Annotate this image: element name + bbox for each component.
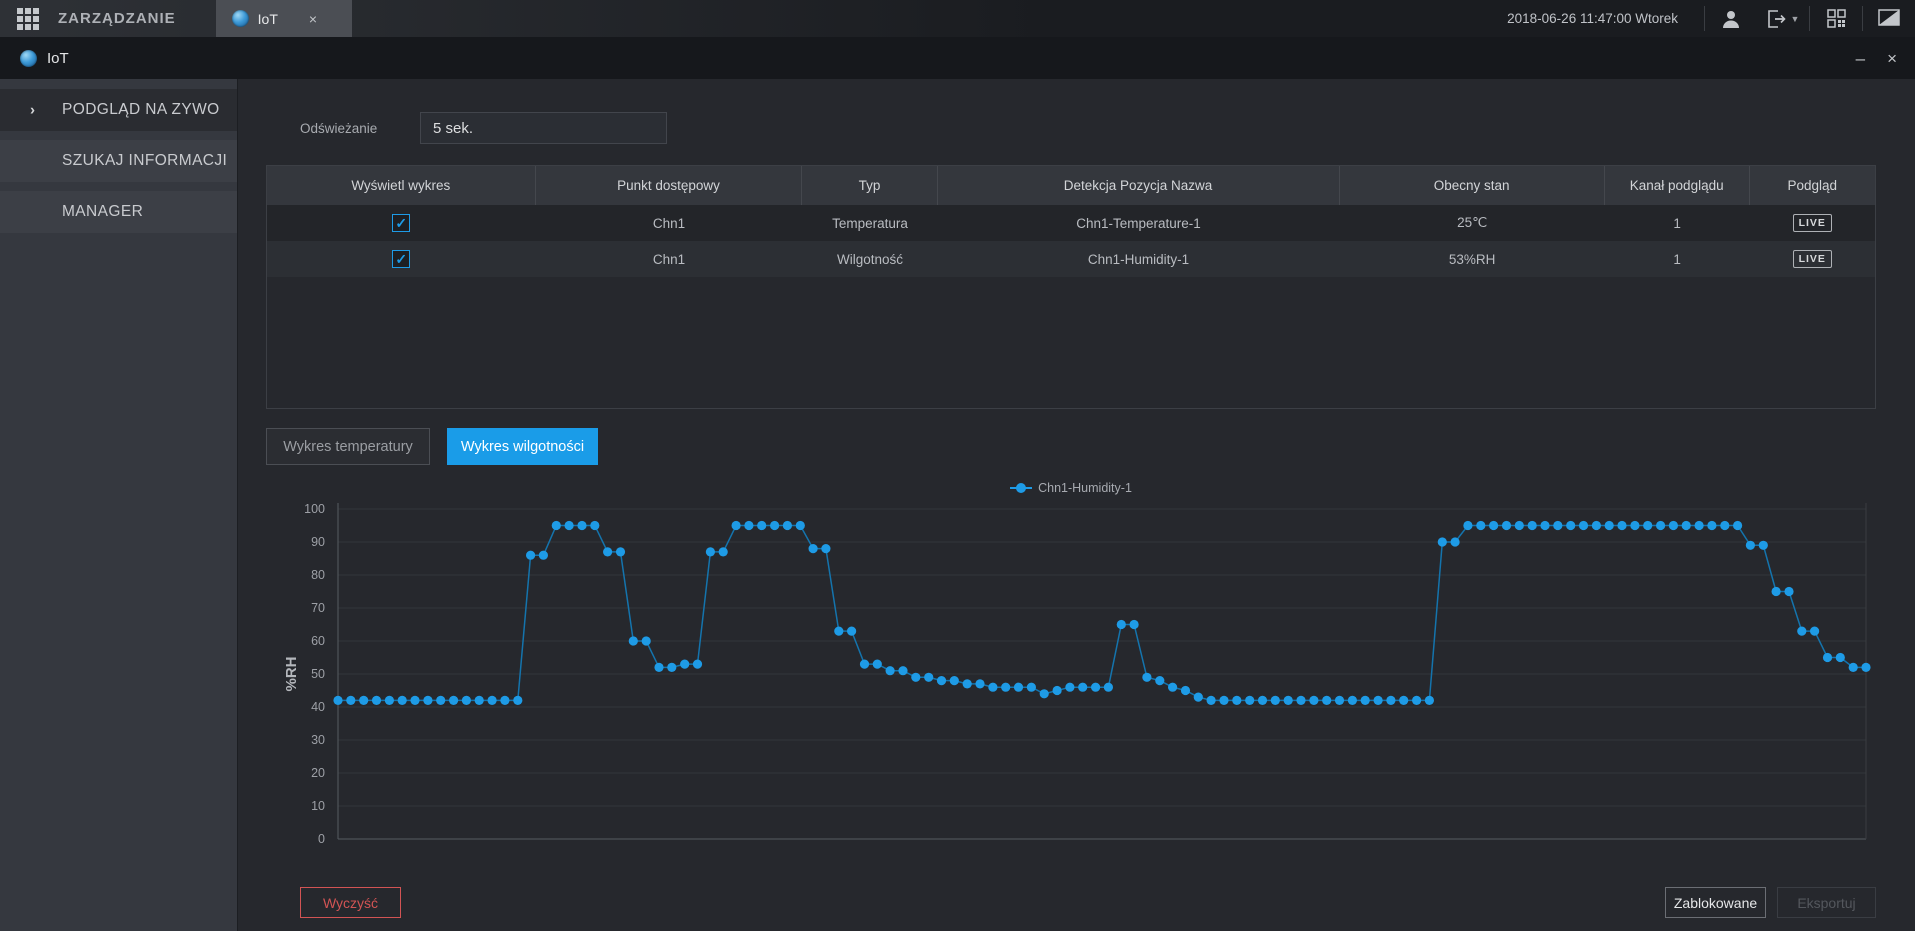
system-topbar: ZARZĄDZANIE IoT × 2018-06-26 11:47:00 Wt… bbox=[0, 0, 1915, 37]
col-show-chart: Wyświetl wykres bbox=[267, 166, 536, 205]
svg-text:70: 70 bbox=[311, 601, 325, 615]
sidebar-item-label: MANAGER bbox=[62, 203, 144, 220]
refresh-interval-value: 5 sek. bbox=[433, 119, 474, 137]
sidebar-item-manager[interactable]: MANAGER bbox=[0, 191, 237, 233]
cell-type: Temperatura bbox=[832, 215, 908, 231]
svg-text:40: 40 bbox=[311, 700, 325, 714]
chevron-right-icon: › bbox=[30, 101, 36, 119]
svg-text:90: 90 bbox=[311, 535, 325, 549]
logout-caret-icon: ▼ bbox=[1790, 13, 1800, 24]
live-button[interactable]: LIVE bbox=[1792, 250, 1832, 268]
minimize-button[interactable]: – bbox=[1855, 48, 1866, 68]
cell-access-point: Chn1 bbox=[652, 251, 686, 267]
humidity-chart-svg: 0 10 20 30 40 50 60 70 80 90 100 %RH bbox=[283, 502, 1871, 846]
table-row: ✓ Chn1 Temperatura Chn1-Temperature-1 25… bbox=[267, 205, 1875, 241]
svg-text:20: 20 bbox=[311, 766, 325, 780]
sidebar-item-live-preview[interactable]: › PODGLĄD NA ZYWO bbox=[0, 89, 237, 131]
topbar-right: 2018-06-26 11:47:00 Wtorek ▼ bbox=[1481, 0, 1915, 37]
globe-icon bbox=[231, 10, 249, 27]
live-button[interactable]: LIVE bbox=[1792, 214, 1832, 232]
col-type: Typ bbox=[802, 166, 938, 205]
legend-label: Chn1-Humidity-1 bbox=[1038, 481, 1132, 495]
sidebar-item-label: SZUKAJ INFORMACJI bbox=[62, 152, 228, 169]
svg-text:50: 50 bbox=[311, 667, 325, 681]
datetime: 2018-06-26 11:47:00 Wtorek bbox=[1507, 11, 1678, 26]
sidebar-item-search-info[interactable]: SZUKAJ INFORMACJI bbox=[0, 140, 237, 182]
close-button[interactable]: × bbox=[1887, 48, 1897, 68]
cell-channel: 1 bbox=[1673, 251, 1681, 267]
sidebar: › PODGLĄD NA ZYWO SZUKAJ INFORMACJI MANA… bbox=[0, 79, 238, 931]
cell-channel: 1 bbox=[1673, 215, 1681, 231]
svg-text:10: 10 bbox=[311, 799, 325, 813]
cell-current-state: 25℃ bbox=[1457, 215, 1488, 230]
separator bbox=[1809, 6, 1810, 31]
check-icon: ✓ bbox=[395, 215, 408, 231]
svg-text:80: 80 bbox=[311, 568, 325, 582]
col-access-point: Punkt dostępowy bbox=[536, 166, 803, 205]
chart-tabs: Wykres temperatury Wykres wilgotności bbox=[266, 428, 1876, 465]
svg-text:60: 60 bbox=[311, 634, 325, 648]
tab-close-icon[interactable]: × bbox=[308, 10, 318, 27]
logout-icon[interactable]: ▼ bbox=[1757, 0, 1809, 37]
cell-detect-name: Chn1-Temperature-1 bbox=[1076, 215, 1201, 231]
globe-icon bbox=[20, 49, 37, 67]
svg-text:30: 30 bbox=[311, 733, 325, 747]
iot-tab[interactable]: IoT × bbox=[215, 0, 352, 37]
cell-type: Wilgotność bbox=[836, 251, 903, 267]
humidity-chart: Chn1-Humidity-1 0 10 20 30 40 50 60 70 80 90 100 %R… bbox=[266, 479, 1876, 854]
tab-humidity-chart[interactable]: Wykres wilgotności bbox=[447, 428, 598, 465]
export-button[interactable]: Eksportuj bbox=[1777, 887, 1876, 918]
cell-detect-name: Chn1-Humidity-1 bbox=[1087, 251, 1190, 267]
footer: Wyczyść Zablokowane Eksportuj bbox=[266, 887, 1876, 918]
col-detect-name: Detekcja Pozycja Nazwa bbox=[938, 166, 1340, 205]
clear-button[interactable]: Wyczyść bbox=[300, 887, 401, 918]
qr-code-icon[interactable] bbox=[1810, 0, 1862, 37]
legend-marker-icon bbox=[1010, 483, 1033, 493]
refresh-row: Odświeżanie 5 sek. bbox=[266, 112, 1876, 144]
col-current-state: Obecny stan bbox=[1340, 166, 1605, 205]
table-header: Wyświetl wykres Punkt dostępowy Typ Dete… bbox=[267, 166, 1875, 205]
chart-checkbox[interactable]: ✓ bbox=[392, 214, 411, 232]
display-output-icon[interactable] bbox=[1863, 0, 1915, 37]
main-menu-grid-icon[interactable] bbox=[0, 0, 56, 37]
chart-legend: Chn1-Humidity-1 bbox=[266, 479, 1876, 497]
cell-access-point: Chn1 bbox=[652, 215, 686, 231]
col-preview: Podgląd bbox=[1787, 178, 1838, 193]
window-titlebar: IoT – × bbox=[0, 37, 1915, 79]
svg-text:%RH: %RH bbox=[283, 656, 300, 691]
chart-checkbox[interactable]: ✓ bbox=[392, 250, 411, 268]
window-title: IoT bbox=[47, 49, 69, 67]
sidebar-item-label: PODGLĄD NA ZYWO bbox=[62, 101, 220, 118]
svg-text:0: 0 bbox=[318, 832, 325, 846]
locked-button[interactable]: Zablokowane bbox=[1665, 887, 1766, 918]
refresh-label: Odświeżanie bbox=[300, 120, 378, 136]
cell-current-state: 53%RH bbox=[1448, 251, 1496, 267]
tab-temperature-chart[interactable]: Wykres temperatury bbox=[266, 428, 430, 465]
refresh-interval-dropdown[interactable]: 5 sek. bbox=[420, 112, 667, 144]
main-content: Odświeżanie 5 sek. Wyświetl wykres Punkt… bbox=[238, 79, 1915, 931]
table-row: ✓ Chn1 Wilgotność Chn1-Humidity-1 53%RH … bbox=[267, 241, 1875, 277]
check-icon: ✓ bbox=[395, 251, 408, 267]
sensor-table: Wyświetl wykres Punkt dostępowy Typ Dete… bbox=[266, 165, 1876, 409]
grid-icon bbox=[17, 7, 39, 30]
separator bbox=[1704, 6, 1705, 31]
management-label: ZARZĄDZANIE bbox=[58, 10, 176, 27]
svg-text:100: 100 bbox=[304, 502, 325, 516]
col-preview-channel: Kanał podglądu bbox=[1605, 166, 1750, 205]
iot-tab-label: IoT bbox=[257, 10, 278, 27]
user-icon[interactable] bbox=[1705, 0, 1757, 37]
separator bbox=[1862, 6, 1863, 31]
